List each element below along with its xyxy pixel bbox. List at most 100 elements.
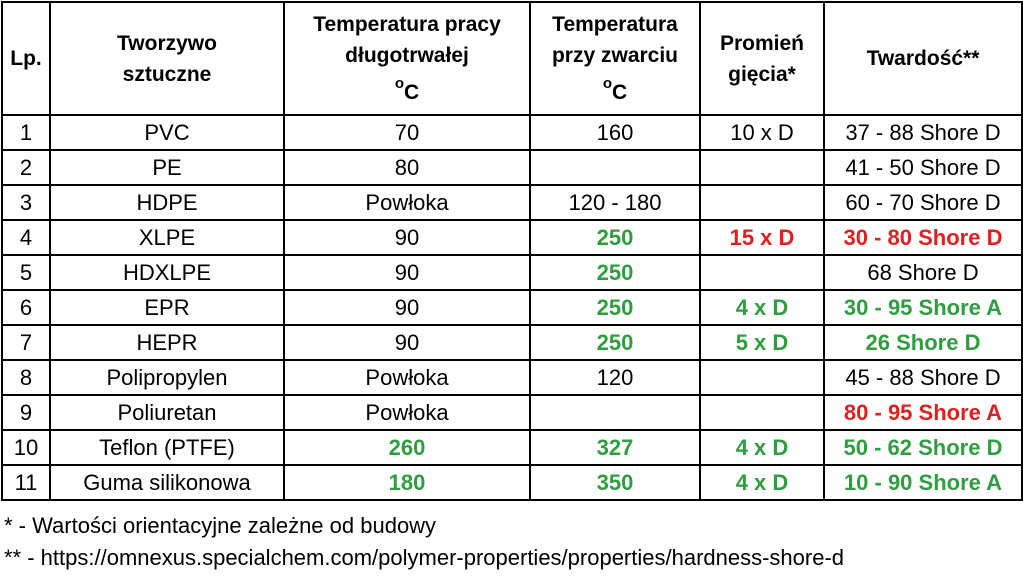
- header-line: długotrwałej: [345, 44, 469, 67]
- header-hardness: Twardość**: [823, 1, 1023, 116]
- cell-bend-radius: 15 x D: [699, 219, 825, 256]
- cell-hardness: 60 - 70 Shore D: [823, 184, 1023, 221]
- cell-material: Poliuretan: [49, 394, 285, 431]
- footnotes: * - Wartości orientacyjne zależne od bud…: [4, 510, 844, 574]
- cell-hardness: 80 - 95 Shore A: [823, 394, 1023, 431]
- header-work-temp: Temperatura pracy długotrwałej oC: [283, 1, 531, 116]
- cell-bend-radius: [699, 149, 825, 186]
- cell-lp: 6: [1, 289, 51, 326]
- cell-lp: 11: [1, 464, 51, 501]
- table-row: 7 HEPR 90 250 5 x D 26 Shore D: [1, 324, 1023, 361]
- cell-hardness: 26 Shore D: [823, 324, 1023, 361]
- header-line: Temperatura pracy: [313, 13, 501, 36]
- cell-work-temp: 90: [283, 324, 531, 361]
- unit-letter: C: [612, 81, 628, 104]
- cell-material: PE: [49, 149, 285, 186]
- table-row: 9 Poliuretan Powłoka 80 - 95 Shore A: [1, 394, 1023, 431]
- table-row: 2 PE 80 41 - 50 Shore D: [1, 149, 1023, 186]
- table-row: 11 Guma silikonowa 180 350 4 x D 10 - 90 Shor…: [1, 464, 1023, 501]
- properties-table: Lp. Tworzywo sztuczne Temperatura pracy …: [1, 1, 1023, 501]
- cell-short-temp: 250: [529, 289, 701, 326]
- cell-short-temp: 250: [529, 324, 701, 361]
- cell-hardness: 30 - 80 Shore D: [823, 219, 1023, 256]
- cell-work-temp: 90: [283, 219, 531, 256]
- cell-short-temp: [529, 149, 701, 186]
- header-row: Lp. Tworzywo sztuczne Temperatura pracy …: [1, 1, 1023, 116]
- cell-material: Teflon (PTFE): [49, 429, 285, 466]
- cell-material: PVC: [49, 114, 285, 151]
- cell-bend-radius: [699, 359, 825, 396]
- cell-short-temp: 327: [529, 429, 701, 466]
- cell-material: Polipropylen: [49, 359, 285, 396]
- cell-hardness: 30 - 95 Shore A: [823, 289, 1023, 326]
- cell-short-temp: 120: [529, 359, 701, 396]
- cell-work-temp: Powłoka: [283, 359, 531, 396]
- cell-hardness: 50 - 62 Shore D: [823, 429, 1023, 466]
- header-line: Twardość**: [866, 47, 980, 70]
- cell-bend-radius: 5 x D: [699, 324, 825, 361]
- footnote-bend-radius: * - Wartości orientacyjne zależne od bud…: [4, 513, 437, 538]
- cell-lp: 9: [1, 394, 51, 431]
- cell-short-temp: 250: [529, 254, 701, 291]
- cell-hardness: 68 Shore D: [823, 254, 1023, 291]
- cell-lp: 1: [1, 114, 51, 151]
- cell-material: HEPR: [49, 324, 285, 361]
- cell-work-temp: 180: [283, 464, 531, 501]
- header-material: Tworzywo sztuczne: [49, 1, 285, 116]
- header-line: Tworzywo: [117, 31, 217, 55]
- header-line: sztuczne: [122, 62, 212, 86]
- cell-lp: 3: [1, 184, 51, 221]
- table-row: 10 Teflon (PTFE) 260 327 4 x D 50 - 62 Shore …: [1, 429, 1023, 466]
- cell-bend-radius: 10 x D: [699, 114, 825, 151]
- header-short-temp: Temperatura przy zwarciu oC: [529, 1, 701, 116]
- cell-work-temp: 260: [283, 429, 531, 466]
- cell-short-temp: [529, 394, 701, 431]
- cell-lp: 7: [1, 324, 51, 361]
- cell-lp: 10: [1, 429, 51, 466]
- cell-bend-radius: 4 x D: [699, 429, 825, 466]
- header-line: Temperatura: [552, 13, 678, 36]
- cell-work-temp: 70: [283, 114, 531, 151]
- cell-hardness: 45 - 88 Shore D: [823, 359, 1023, 396]
- cell-hardness: 41 - 50 Shore D: [823, 149, 1023, 186]
- cell-short-temp: 250: [529, 219, 701, 256]
- cell-bend-radius: [699, 394, 825, 431]
- cell-hardness: 37 - 88 Shore D: [823, 114, 1023, 151]
- unit-letter: C: [404, 81, 420, 104]
- cell-lp: 4: [1, 219, 51, 256]
- table-row: 6 EPR 90 250 4 x D 30 - 95 Shore A: [1, 289, 1023, 326]
- cell-work-temp: 80: [283, 149, 531, 186]
- cell-bend-radius: [699, 184, 825, 221]
- cell-short-temp: 350: [529, 464, 701, 501]
- cell-material: XLPE: [49, 219, 285, 256]
- cell-material: EPR: [49, 289, 285, 326]
- table-row: 4 XLPE 90 250 15 x D 30 - 80 Shore D: [1, 219, 1023, 256]
- header-line: gięcia*: [728, 62, 796, 86]
- cell-work-temp: Powłoka: [283, 394, 531, 431]
- cell-lp: 8: [1, 359, 51, 396]
- cell-material: Guma silikonowa: [49, 464, 285, 501]
- degree-symbol: o: [394, 75, 404, 92]
- header-unit: oC: [532, 71, 698, 108]
- table-row: 3 HDPE Powłoka 120 - 180 60 - 70 Shore D: [1, 184, 1023, 221]
- cell-hardness: 10 - 90 Shore A: [823, 464, 1023, 501]
- cell-bend-radius: [699, 254, 825, 291]
- header-lp: Lp.: [1, 1, 51, 116]
- cell-short-temp: 160: [529, 114, 701, 151]
- header-unit: oC: [286, 71, 528, 108]
- cell-lp: 2: [1, 149, 51, 186]
- cell-material: HDXLPE: [49, 254, 285, 291]
- header-bend-radius: Promień gięcia*: [699, 1, 825, 116]
- table-row: 1 PVC 70 160 10 x D 37 - 88 Shore D: [1, 114, 1023, 151]
- header-line: Lp.: [10, 47, 42, 70]
- table-body: 1 PVC 70 160 10 x D 37 - 88 Shore D 2 PE 80 41 - …: [1, 114, 1023, 501]
- header-line: Promień: [719, 31, 805, 55]
- cell-bend-radius: 4 x D: [699, 289, 825, 326]
- header-line: przy zwarciu: [551, 44, 679, 67]
- cell-work-temp: 90: [283, 254, 531, 291]
- cell-bend-radius: 4 x D: [699, 464, 825, 501]
- cell-short-temp: 120 - 180: [529, 184, 701, 221]
- cell-work-temp: 90: [283, 289, 531, 326]
- table-row: 5 HDXLPE 90 250 68 Shore D: [1, 254, 1023, 291]
- table-row: 8 Polipropylen Powłoka 120 45 - 88 Shore D: [1, 359, 1023, 396]
